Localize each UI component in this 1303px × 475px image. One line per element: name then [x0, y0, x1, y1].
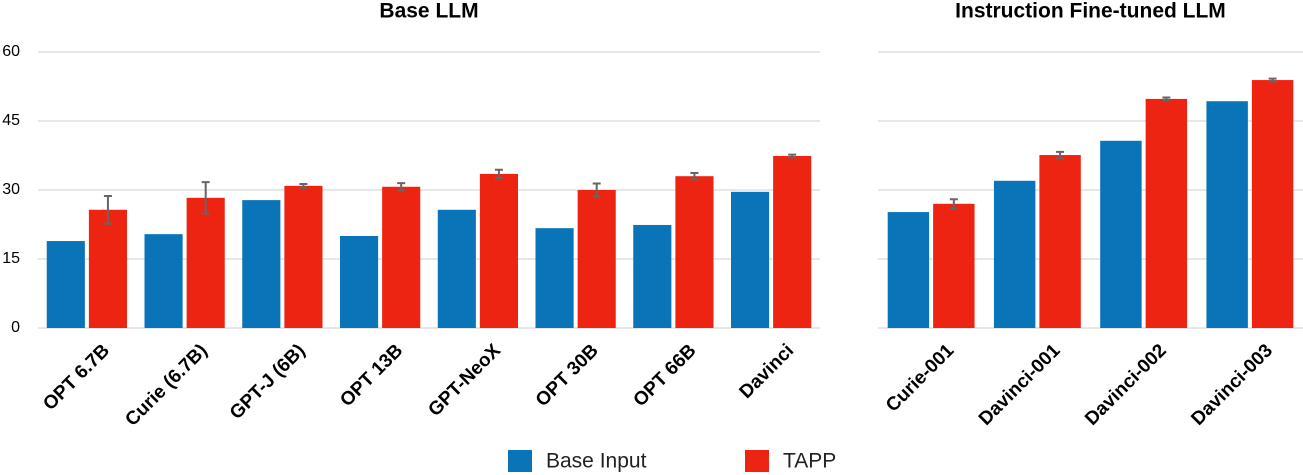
bar: [1100, 140, 1142, 328]
x-tick-label: Davinci-002: [1081, 340, 1171, 430]
bar: [1039, 155, 1081, 328]
bar: [382, 186, 421, 328]
error-bar: [788, 153, 797, 159]
x-tick-label: Davinci-001: [975, 340, 1065, 430]
y-tick-label: 30: [2, 181, 20, 198]
bar: [186, 197, 225, 328]
bar: [993, 180, 1036, 328]
x-tick-label: GPT-J (6B): [226, 340, 310, 424]
y-tick-label: 15: [2, 250, 20, 267]
legend-swatch: [745, 450, 769, 472]
error-bar: [1162, 96, 1171, 102]
error-bar: [949, 198, 958, 210]
x-tick-label: GPT-NeoX: [424, 340, 505, 421]
x-tick-label: Davinci: [736, 340, 799, 403]
legend-label: Base Input: [546, 450, 647, 473]
error-bar: [103, 194, 112, 225]
error-bar: [494, 168, 503, 180]
y-tick-label: 60: [2, 43, 20, 60]
legend-label: TAPP: [783, 450, 836, 473]
error-bar: [1056, 150, 1065, 160]
bar: [46, 241, 85, 328]
bar: [675, 176, 714, 328]
bar: [88, 209, 127, 328]
error-bar: [592, 182, 601, 198]
error-bar: [397, 182, 406, 192]
bar: [1251, 80, 1294, 328]
bar: [284, 185, 323, 328]
bar: [633, 224, 672, 328]
bar: [731, 191, 770, 328]
bar: [340, 236, 379, 328]
bar: [577, 190, 616, 328]
chart-title: Base LLM: [379, 0, 478, 23]
chart-title: Instruction Fine-tuned LLM: [955, 0, 1226, 23]
x-tick-label: OPT 6.7B: [39, 340, 114, 415]
bar: [773, 155, 812, 328]
y-tick-label: 0: [11, 319, 20, 336]
y-tick-label: 45: [2, 112, 20, 129]
bar: [887, 212, 930, 328]
error-bar: [690, 171, 699, 181]
bar: [1145, 98, 1188, 328]
bar: [535, 228, 574, 328]
error-bar: [299, 183, 308, 189]
x-tick-label: OPT 30B: [532, 340, 603, 411]
legend-swatch: [508, 450, 532, 472]
bar: [437, 209, 476, 328]
x-tick-label: Davinci-003: [1187, 340, 1277, 430]
bar: [479, 173, 518, 328]
bar: [933, 203, 975, 328]
x-tick-label: Curie-001: [882, 340, 958, 416]
bar: [1206, 101, 1248, 328]
error-bar: [1268, 77, 1277, 83]
bar: [242, 200, 281, 328]
error-bar: [201, 181, 210, 215]
bar: [144, 234, 183, 328]
x-tick-label: Curie (6.7B): [121, 340, 211, 430]
x-tick-label: OPT 13B: [336, 340, 407, 411]
x-tick-label: OPT 66B: [630, 340, 701, 411]
